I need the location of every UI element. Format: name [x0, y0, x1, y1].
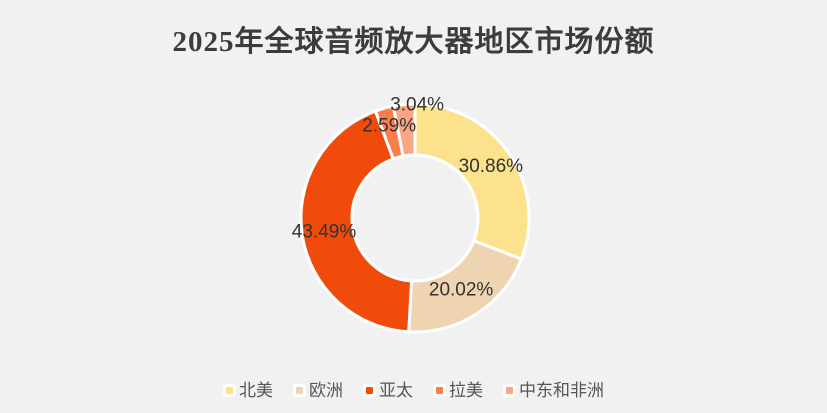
chart-title: 2025年全球音频放大器地区市场份额 [172, 26, 655, 58]
slice-label-3: 2.59% [362, 116, 416, 137]
legend-item-4[interactable]: 中东和非洲 [503, 382, 604, 399]
slice-label-2: 43.49% [292, 222, 357, 243]
legend-label: 中东和非洲 [519, 381, 604, 400]
legend-label: 亚太 [379, 381, 413, 400]
chart-legend: 北美 欧洲 亚太 拉美 中东和非洲 [0, 382, 827, 399]
legend-swatch-icon [293, 384, 306, 397]
legend-item-0[interactable]: 北美 [223, 382, 273, 399]
donut-slice-1[interactable] [407, 239, 523, 334]
legend-swatch-icon [223, 384, 236, 397]
donut-slice-4[interactable] [391, 102, 417, 158]
donut-slice-2[interactable] [299, 109, 414, 334]
legend-label: 拉美 [449, 381, 483, 400]
donut-slice-0[interactable] [413, 102, 531, 261]
legend-label: 北美 [239, 381, 273, 400]
legend-swatch-icon [503, 384, 516, 397]
slice-label-4: 3.04% [390, 95, 444, 116]
slice-label-1: 20.02% [429, 279, 494, 300]
legend-swatch-icon [363, 384, 376, 397]
legend-item-3[interactable]: 拉美 [433, 382, 483, 399]
legend-swatch-icon [433, 384, 446, 397]
legend-item-1[interactable]: 欧洲 [293, 382, 343, 399]
legend-item-2[interactable]: 亚太 [363, 382, 413, 399]
legend-label: 欧洲 [309, 381, 343, 400]
slice-label-0: 30.86% [459, 156, 524, 177]
